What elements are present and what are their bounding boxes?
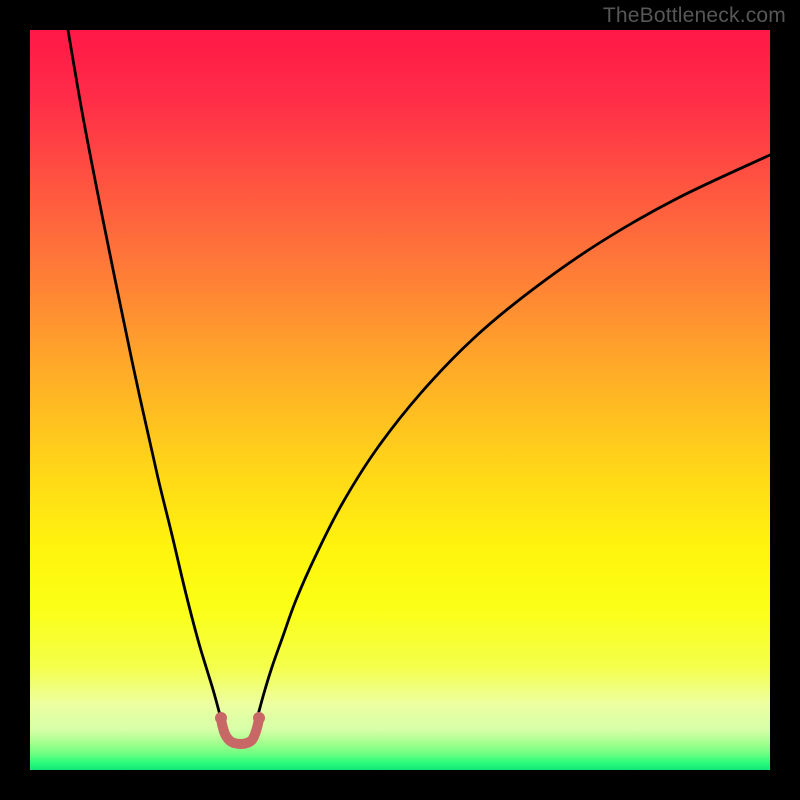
chart-root: TheBottleneck.com (0, 0, 800, 800)
watermark-text: TheBottleneck.com (603, 4, 786, 28)
valley-marker-dot-right (253, 712, 265, 724)
chart-svg (0, 0, 800, 800)
plot-background (30, 30, 770, 770)
curve-right (258, 155, 770, 715)
valley-marker (221, 718, 259, 744)
valley-marker-dot-left (215, 712, 227, 724)
curve-left (68, 30, 220, 715)
